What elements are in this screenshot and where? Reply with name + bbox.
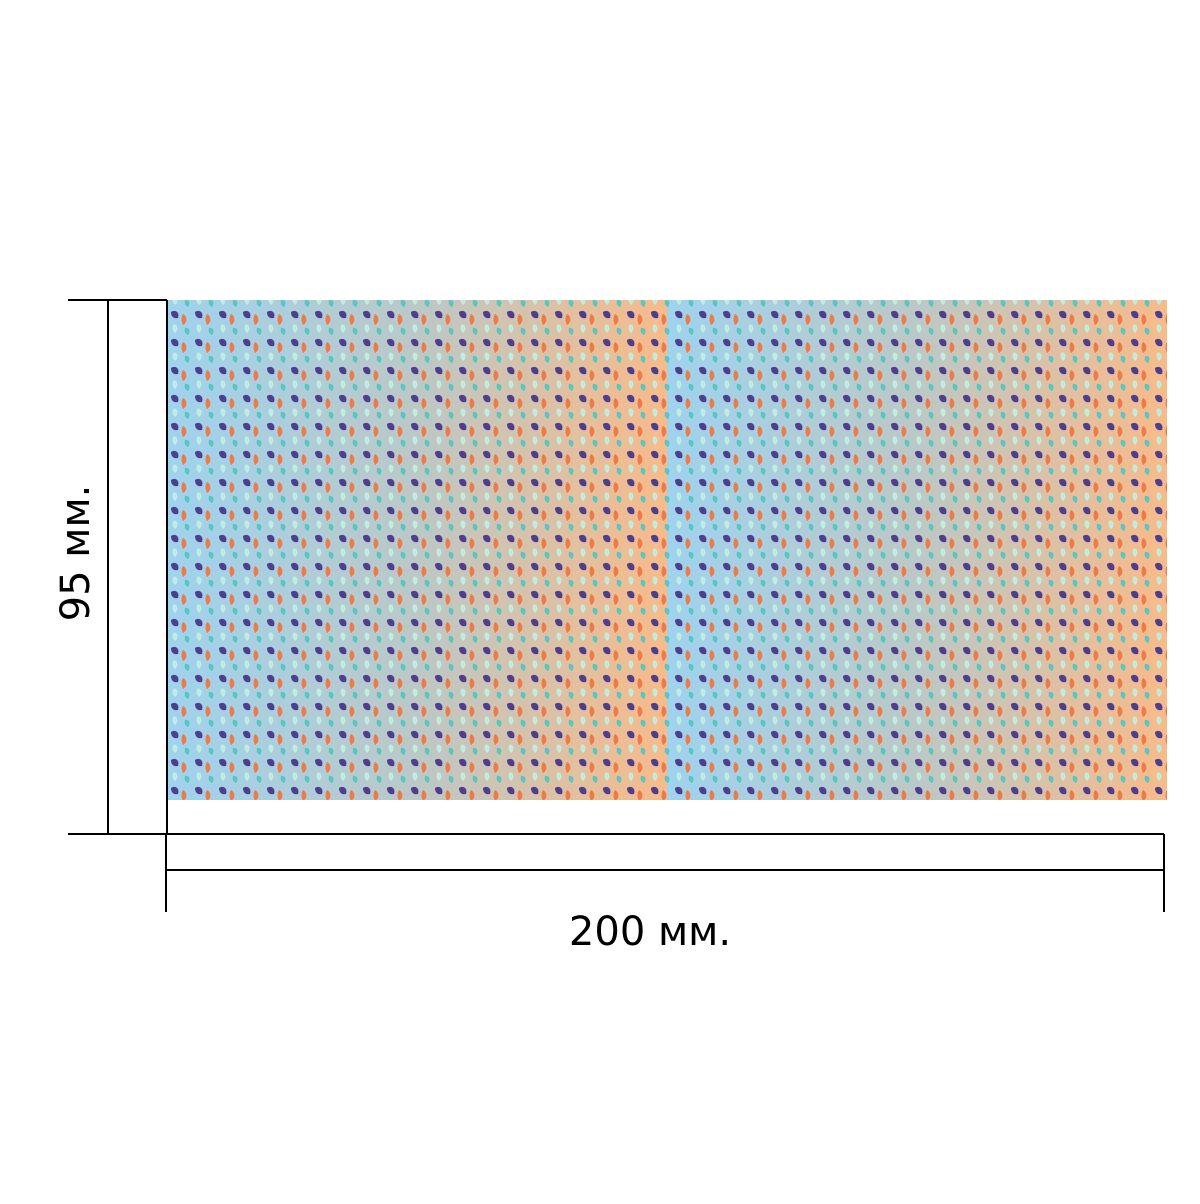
height-label: 95 мм. — [53, 484, 99, 622]
product-panels — [167, 300, 1167, 800]
width-label: 200 мм. — [568, 909, 732, 955]
dimension-lines — [68, 299, 1165, 912]
panel-right-pattern — [667, 300, 1167, 800]
panel-left-pattern — [167, 300, 667, 800]
